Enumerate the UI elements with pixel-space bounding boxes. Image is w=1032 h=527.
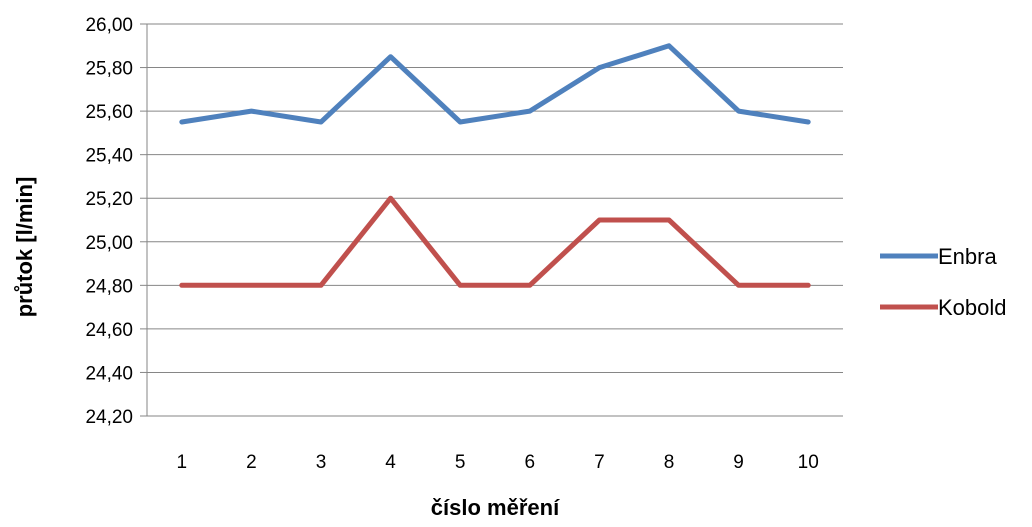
series-line-kobold [179, 195, 811, 288]
x-tick-label: 7 [594, 452, 605, 473]
x-tick-label: 5 [455, 452, 466, 473]
x-axis-title: číslo měření [431, 495, 560, 520]
y-tick-label: 25,20 [85, 189, 133, 210]
series-line-enbra [179, 43, 811, 125]
legend-label-enbra: Enbra [938, 244, 997, 269]
y-tick-label: 25,00 [85, 233, 133, 254]
y-tick-label: 24,20 [85, 407, 133, 428]
x-tick-label: 4 [385, 452, 396, 473]
series-lines [179, 43, 811, 288]
legend: Enbra Kobold [880, 244, 1007, 320]
y-tick-label: 26,00 [85, 15, 133, 36]
x-tick-label: 6 [525, 452, 536, 473]
x-tick-labels: 1 2 3 4 5 6 7 8 9 10 [177, 452, 819, 473]
y-tick-label: 24,60 [85, 320, 133, 341]
x-tick-label: 2 [246, 452, 257, 473]
x-tick-label: 1 [177, 452, 188, 473]
x-tick-label: 8 [664, 452, 675, 473]
axes [140, 23, 148, 417]
y-tick-label: 24,40 [85, 363, 133, 384]
x-tick-label: 9 [733, 452, 744, 473]
y-tick-label: 25,80 [85, 59, 133, 80]
y-tick-label: 25,40 [85, 146, 133, 167]
y-tick-labels: 26,00 25,80 25,60 25,40 25,20 25,00 24,80 24,60… [85, 15, 133, 428]
gridlines [147, 23, 843, 417]
y-tick-label: 25,60 [85, 102, 133, 123]
x-tick-label: 3 [316, 452, 327, 473]
y-tick-label: 24,80 [85, 276, 133, 297]
legend-label-kobold: Kobold [938, 295, 1007, 320]
x-tick-label: 10 [798, 452, 819, 473]
y-axis-title: průtok [l/min] [12, 177, 37, 318]
